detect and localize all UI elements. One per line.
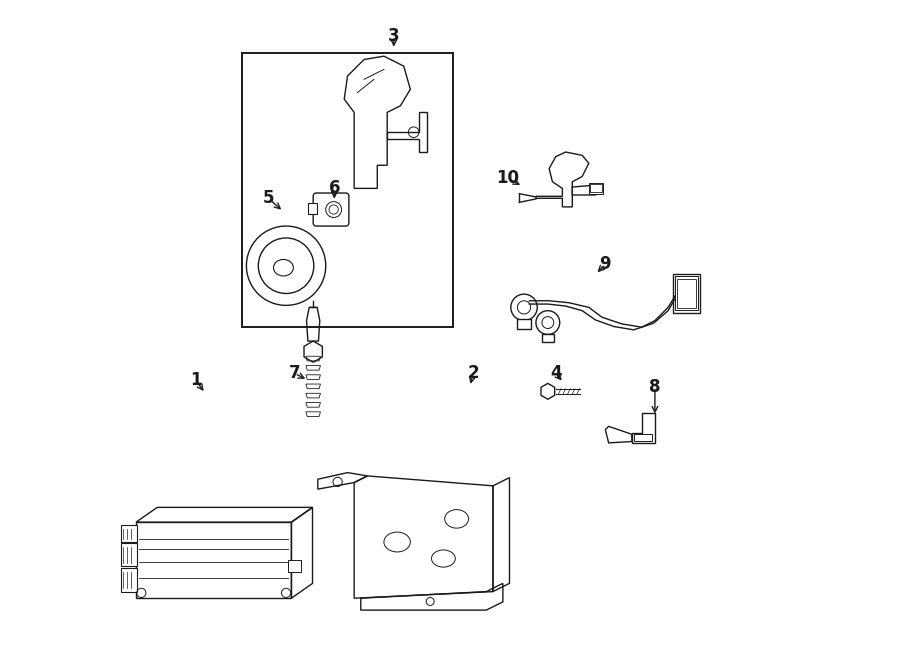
- Text: 7: 7: [289, 364, 301, 383]
- Bar: [288, 560, 302, 572]
- FancyBboxPatch shape: [313, 193, 349, 226]
- Bar: [308, 203, 317, 214]
- Bar: [242, 53, 454, 327]
- Text: 1: 1: [190, 371, 202, 389]
- Bar: [122, 568, 138, 592]
- Text: 3: 3: [388, 27, 400, 46]
- Bar: [675, 276, 698, 310]
- Text: 5: 5: [263, 189, 274, 208]
- Text: 2: 2: [467, 364, 479, 383]
- Bar: [678, 279, 696, 308]
- Bar: [136, 522, 292, 598]
- Bar: [122, 543, 138, 566]
- Bar: [542, 334, 554, 342]
- Bar: [590, 184, 602, 192]
- Bar: [122, 525, 138, 542]
- Text: 10: 10: [497, 169, 519, 188]
- Text: 6: 6: [328, 179, 340, 198]
- Text: 4: 4: [550, 364, 562, 383]
- Bar: [589, 183, 603, 194]
- Bar: [518, 319, 531, 329]
- Text: 9: 9: [599, 255, 611, 274]
- Text: 8: 8: [649, 377, 661, 396]
- Bar: [634, 434, 652, 441]
